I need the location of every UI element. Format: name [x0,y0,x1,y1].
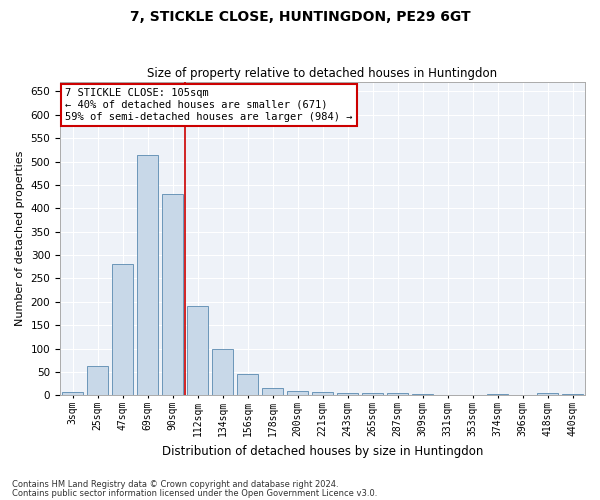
Bar [87,366,108,396]
X-axis label: Distribution of detached houses by size in Huntingdon: Distribution of detached houses by size … [162,444,483,458]
Text: Contains HM Land Registry data © Crown copyright and database right 2024.: Contains HM Land Registry data © Crown c… [12,480,338,489]
Bar [537,394,558,396]
Bar [237,374,258,396]
Text: Contains public sector information licensed under the Open Government Licence v3: Contains public sector information licen… [12,488,377,498]
Bar [112,264,133,396]
Bar [262,388,283,396]
Bar [162,194,183,396]
Bar [487,394,508,396]
Y-axis label: Number of detached properties: Number of detached properties [15,151,25,326]
Text: 7 STICKLE CLOSE: 105sqm
← 40% of detached houses are smaller (671)
59% of semi-d: 7 STICKLE CLOSE: 105sqm ← 40% of detache… [65,88,353,122]
Bar [62,392,83,396]
Bar [212,348,233,396]
Bar [137,154,158,396]
Bar [387,394,408,396]
Title: Size of property relative to detached houses in Huntingdon: Size of property relative to detached ho… [148,66,497,80]
Bar [412,394,433,396]
Bar [562,394,583,396]
Bar [187,306,208,396]
Bar [362,394,383,396]
Bar [287,390,308,396]
Bar [337,393,358,396]
Text: 7, STICKLE CLOSE, HUNTINGDON, PE29 6GT: 7, STICKLE CLOSE, HUNTINGDON, PE29 6GT [130,10,470,24]
Bar [312,392,333,396]
